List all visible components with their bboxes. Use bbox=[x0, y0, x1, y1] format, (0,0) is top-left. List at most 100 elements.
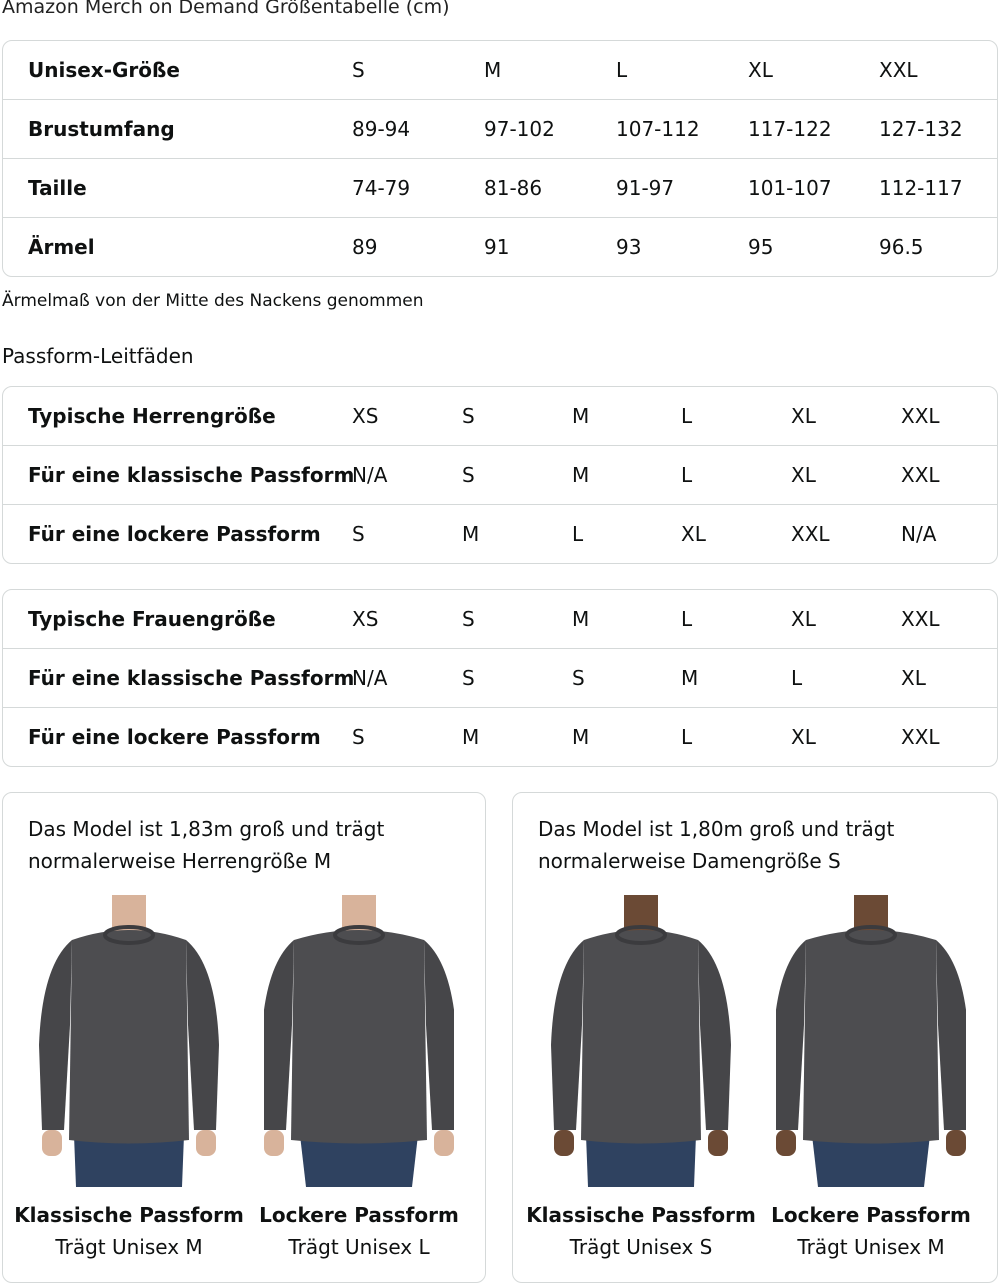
table-cell: 91-97 bbox=[616, 176, 675, 200]
table-row: Brustumfang 89-94 97-102 107-112 117-122 127-… bbox=[3, 100, 997, 159]
table-cell: XS bbox=[352, 404, 379, 428]
row-label: Für eine lockere Passform bbox=[28, 725, 321, 749]
table-cell: 112-117 bbox=[879, 176, 963, 200]
row-label: Brustumfang bbox=[28, 117, 175, 141]
collar bbox=[333, 925, 385, 945]
table-cell: 127-132 bbox=[879, 117, 963, 141]
fit-heading: Passform-Leitfäden bbox=[2, 344, 194, 368]
table-cell: XL bbox=[791, 404, 816, 428]
table-cell: 89 bbox=[352, 235, 378, 259]
table-cell: XL bbox=[681, 522, 706, 546]
left-hand bbox=[42, 1130, 62, 1156]
row-label: Taille bbox=[28, 176, 87, 200]
wears-size: Trägt Unisex M bbox=[55, 1235, 203, 1259]
jeans bbox=[586, 1135, 696, 1187]
table-row: Taille 74-79 81-86 91-97 101-107 112-117 bbox=[3, 159, 997, 218]
women-fit-table: Typische Frauengröße XS S M L XL XXL Für eine k… bbox=[2, 589, 998, 767]
left-sleeve bbox=[264, 940, 294, 1130]
table-cell: 74-79 bbox=[352, 176, 411, 200]
table-row: Ärmel 89 91 93 95 96.5 bbox=[3, 218, 997, 276]
collar bbox=[615, 925, 667, 945]
wears-size: Trägt Unisex S bbox=[569, 1235, 713, 1259]
table-cell: L bbox=[681, 725, 693, 749]
left-hand bbox=[554, 1130, 574, 1156]
model-photo bbox=[551, 895, 731, 1187]
table-cell: XL bbox=[748, 58, 773, 82]
collar bbox=[845, 925, 897, 945]
model-photo bbox=[776, 895, 966, 1187]
table-cell: S bbox=[352, 725, 365, 749]
table-row: Unisex-Größe S M L XL XXL bbox=[3, 41, 997, 100]
fit-name: Klassische Passform bbox=[526, 1203, 756, 1227]
table-cell: L bbox=[791, 666, 803, 690]
table-cell: L bbox=[572, 522, 584, 546]
table-cell: 117-122 bbox=[748, 117, 832, 141]
table-row: Für eine lockere Passform S M M L XL XXL bbox=[3, 708, 997, 766]
model-photo bbox=[264, 895, 454, 1187]
table-cell: M bbox=[681, 666, 699, 690]
sweater-body bbox=[69, 930, 189, 1144]
figure-label: Lockere Passform Trägt Unisex L bbox=[239, 1203, 479, 1259]
table-cell: M bbox=[572, 607, 590, 631]
model-caption: Das Model ist 1,83m groß und trägt normal… bbox=[28, 813, 384, 877]
table-cell: N/A bbox=[352, 666, 388, 690]
table-cell: XXL bbox=[879, 58, 918, 82]
sweater-body bbox=[803, 930, 939, 1144]
table-cell: 93 bbox=[616, 235, 642, 259]
table-cell: XL bbox=[791, 725, 816, 749]
row-label: Für eine klassische Passform bbox=[28, 463, 355, 487]
table-cell: S bbox=[462, 463, 475, 487]
table-cell: 95 bbox=[748, 235, 774, 259]
table-cell: XS bbox=[352, 607, 379, 631]
chart-title: Amazon Merch on Demand Größentabelle (cm… bbox=[2, 0, 450, 18]
left-hand bbox=[264, 1130, 284, 1156]
right-sleeve bbox=[698, 940, 731, 1130]
size-table: Unisex-Größe S M L XL XXL Brustumfang 89-94 97-1… bbox=[2, 40, 998, 277]
jeans bbox=[812, 1135, 930, 1187]
table-cell: L bbox=[681, 607, 693, 631]
table-cell: 101-107 bbox=[748, 176, 832, 200]
right-hand bbox=[196, 1130, 216, 1156]
model-caption: Das Model ist 1,80m groß und trägt normal… bbox=[538, 813, 894, 877]
table-cell: 96.5 bbox=[879, 235, 924, 259]
table-row: Typische Frauengröße XS S M L XL XXL bbox=[3, 590, 997, 649]
table-cell: M bbox=[572, 404, 590, 428]
right-hand bbox=[434, 1130, 454, 1156]
table-cell: S bbox=[462, 607, 475, 631]
table-cell: 89-94 bbox=[352, 117, 411, 141]
table-cell: M bbox=[572, 463, 590, 487]
caption-line: Das Model ist 1,83m groß und trägt bbox=[28, 817, 385, 841]
table-cell: XXL bbox=[901, 725, 940, 749]
table-cell: XL bbox=[901, 666, 926, 690]
jeans bbox=[300, 1135, 418, 1187]
caption-line: Das Model ist 1,80m groß und trägt bbox=[538, 817, 895, 841]
table-row: Für eine klassische Passform N/A S M L XL XXL bbox=[3, 446, 997, 505]
table-row: Typische Herrengröße XS S M L XL XXL bbox=[3, 387, 997, 446]
table-row: Für eine klassische Passform N/A S S M L XL bbox=[3, 649, 997, 708]
women-model-card: Das Model ist 1,80m groß und trägt normal… bbox=[512, 792, 998, 1283]
sleeve-note: Ärmelmaß von der Mitte des Nackens genom… bbox=[2, 291, 424, 311]
sweater-body bbox=[291, 930, 427, 1144]
table-cell: 97-102 bbox=[484, 117, 555, 141]
men-fit-table: Typische Herrengröße XS S M L XL XXL Für eine k… bbox=[2, 386, 998, 564]
collar bbox=[103, 925, 155, 945]
right-sleeve bbox=[936, 940, 966, 1130]
table-cell: S bbox=[462, 666, 475, 690]
row-label: Für eine lockere Passform bbox=[28, 522, 321, 546]
table-cell: M bbox=[484, 58, 502, 82]
table-cell: M bbox=[462, 522, 480, 546]
table-cell: M bbox=[462, 725, 480, 749]
table-cell: L bbox=[681, 404, 693, 428]
table-cell: S bbox=[462, 404, 475, 428]
caption-line: normalerweise Damengröße S bbox=[538, 849, 841, 873]
fit-name: Klassische Passform bbox=[14, 1203, 244, 1227]
table-cell: XXL bbox=[791, 522, 830, 546]
fit-name: Lockere Passform bbox=[259, 1203, 459, 1227]
right-hand bbox=[946, 1130, 966, 1156]
model-photo bbox=[39, 895, 219, 1187]
table-row: Für eine lockere Passform S M L XL XXL N/A bbox=[3, 505, 997, 563]
table-cell: S bbox=[572, 666, 585, 690]
table-cell: XXL bbox=[901, 404, 940, 428]
table-cell: N/A bbox=[352, 463, 388, 487]
left-sleeve bbox=[551, 940, 584, 1130]
